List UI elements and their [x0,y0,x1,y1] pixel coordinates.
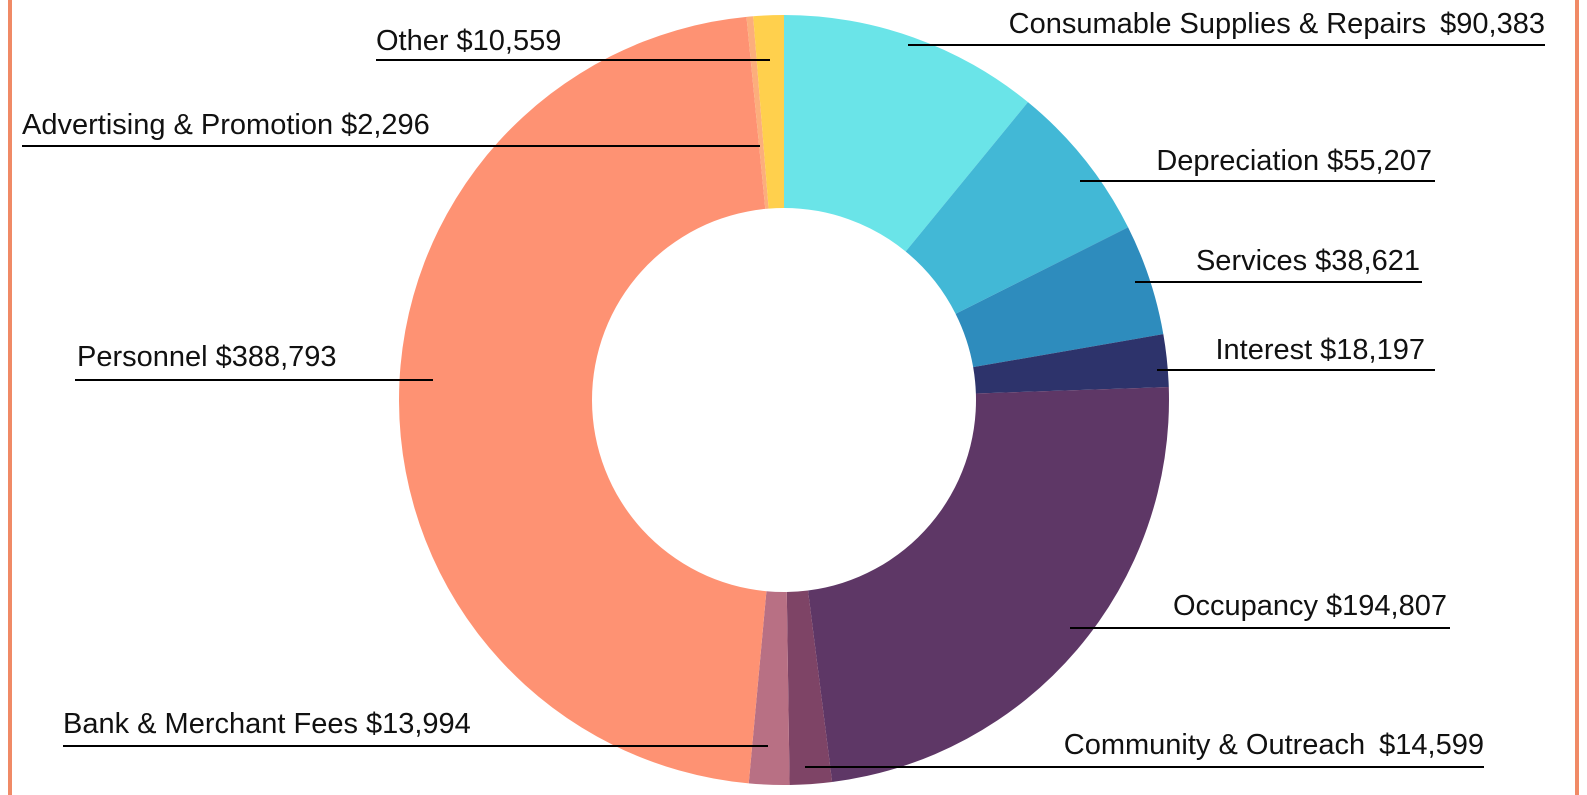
slice-label: Other $10,559 [376,25,561,57]
label-value: $90,383 [1440,8,1545,40]
label-value: $38,621 [1315,245,1420,277]
slice-label: Consumable Supplies & Repairs $90,383 [1009,8,1545,40]
donut-slice [955,227,1164,368]
label-value: $13,994 [366,708,471,740]
label-name: Depreciation [1156,145,1319,177]
label-value: $14,599 [1379,729,1484,761]
label-value: $55,207 [1327,145,1432,177]
donut-slice [808,386,1170,782]
slice-label: Services $38,621 [1196,245,1420,277]
label-value: $388,793 [216,341,337,373]
slice-label: Bank & Merchant Fees $13,994 [63,708,471,740]
label-name: Occupancy [1173,590,1319,622]
label-value: $10,559 [457,25,562,57]
label-name: Community & Outreach [1064,729,1365,761]
donut-slice [399,16,767,784]
label-name: Bank & Merchant Fees [63,708,358,740]
label-name: Personnel [77,341,208,373]
label-value: $194,807 [1326,590,1447,622]
label-name: Interest [1215,334,1312,366]
donut-slice [746,16,769,209]
label-name: Consumable Supplies & Repairs [1009,8,1427,40]
label-value: $18,197 [1320,334,1425,366]
slice-label: Advertising & Promotion $2,296 [22,109,430,141]
donut-slice [973,334,1169,394]
label-name: Services [1196,245,1307,277]
slice-label: Depreciation $55,207 [1156,145,1432,177]
slice-label: Community & Outreach $14,599 [1064,729,1484,761]
label-name: Advertising & Promotion [22,109,333,141]
donut-slice [748,591,790,786]
slice-label: Occupancy $194,807 [1173,590,1447,622]
donut-slice [905,102,1129,314]
donut-slice [786,590,833,785]
donut-slice [753,15,784,209]
slice-label: Personnel $388,793 [77,341,337,373]
slice-label: Interest $18,197 [1215,334,1425,366]
label-value: $2,296 [341,109,430,141]
label-name: Other [376,25,449,57]
donut-slice [784,15,1028,252]
